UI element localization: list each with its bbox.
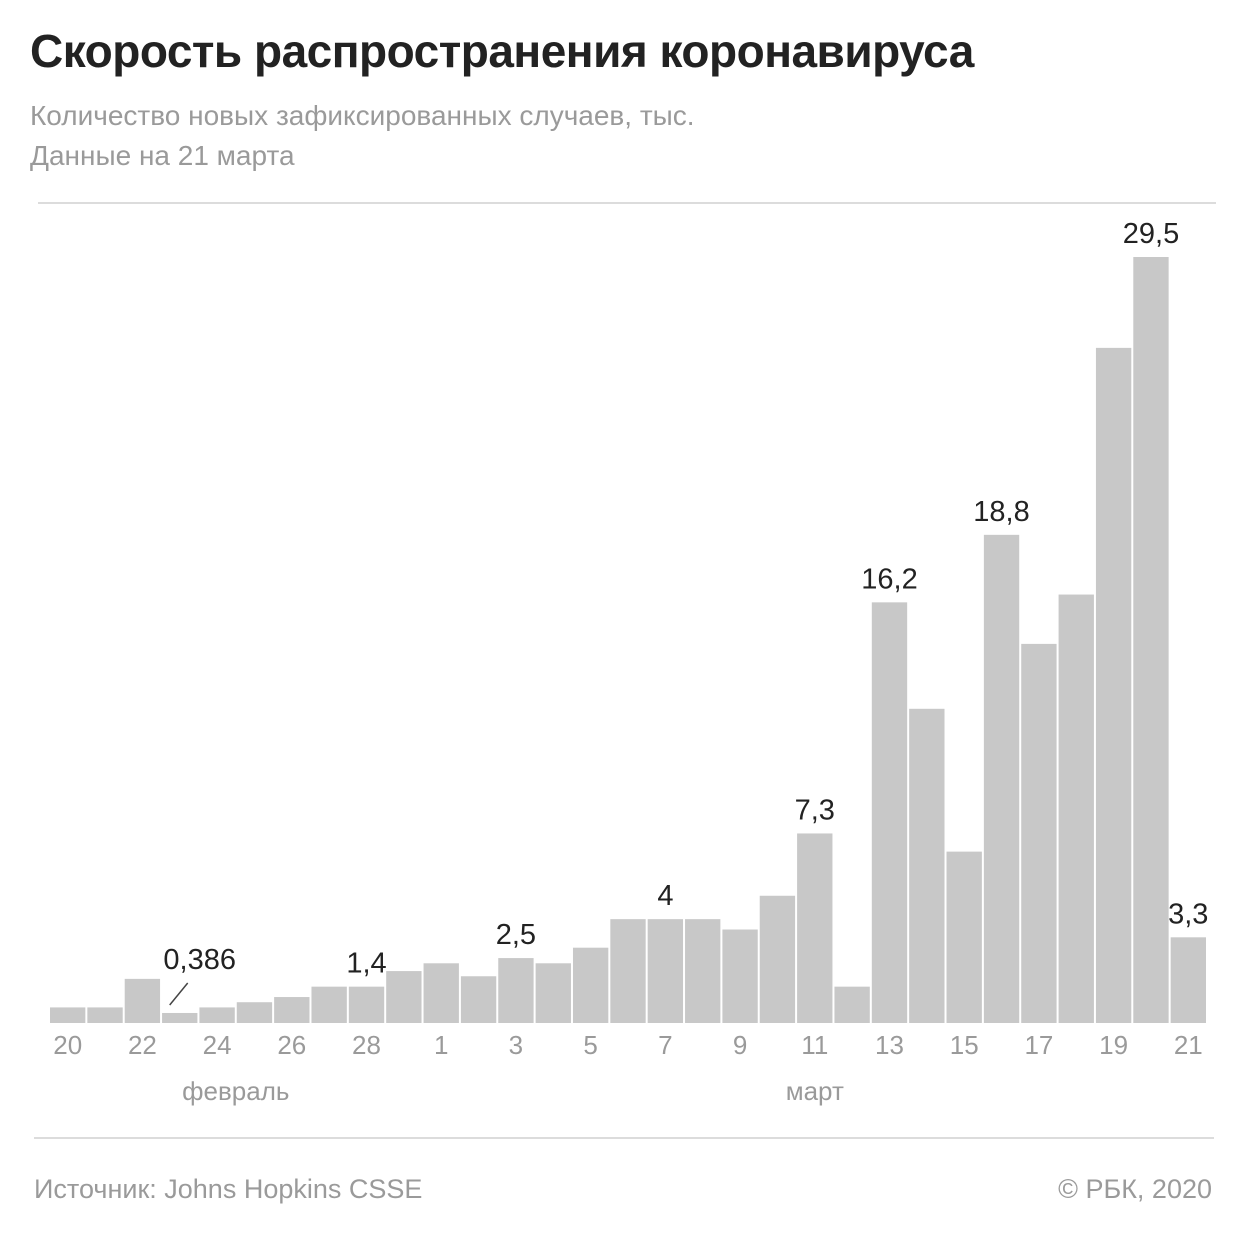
bar-2 xyxy=(87,1007,123,1023)
bar-23 xyxy=(871,602,908,1023)
x-tick-label: 1 xyxy=(434,1030,448,1060)
x-tick-label: 28 xyxy=(352,1030,381,1060)
data-label: 1,4 xyxy=(346,948,386,980)
copyright-note: © РБК, 2020 xyxy=(1058,1174,1212,1204)
bar-31 xyxy=(1170,937,1206,1023)
bottom-divider xyxy=(34,1137,1214,1139)
subtitle-line-date: Данные на 21 марта xyxy=(30,140,295,171)
data-label: 3,3 xyxy=(1168,898,1208,930)
x-tick-label: 20 xyxy=(53,1030,82,1060)
month-labels-group: февраль март xyxy=(182,1076,844,1106)
bar-1 xyxy=(50,1007,86,1023)
bar-29 xyxy=(1095,347,1132,1023)
month-label: февраль xyxy=(182,1076,289,1106)
bar-11 xyxy=(423,963,459,1023)
bar-17 xyxy=(647,919,684,1023)
bar-8 xyxy=(311,986,347,1023)
bars-group xyxy=(50,257,1206,1023)
data-labels-group: 0,386 1,4 2,5 4 7,3 16,2 18,8 29,5 3,3 xyxy=(163,218,1208,980)
bar-12 xyxy=(460,976,497,1023)
data-label: 29,5 xyxy=(1123,218,1179,250)
top-divider xyxy=(38,202,1216,204)
bar-9 xyxy=(348,986,385,1023)
bar-7 xyxy=(274,997,310,1023)
subtitle-line-units: Количество новых зафиксированных случаев… xyxy=(30,100,695,131)
bar-22 xyxy=(834,986,870,1023)
data-label: 2,5 xyxy=(496,919,536,951)
bar-18 xyxy=(685,919,721,1023)
x-tick-label: 22 xyxy=(128,1030,157,1060)
bar-19 xyxy=(722,929,758,1023)
bar-14 xyxy=(535,963,571,1023)
data-label: 18,8 xyxy=(973,496,1029,528)
bar-5 xyxy=(199,1007,235,1023)
bar-4 xyxy=(162,1012,198,1023)
x-tick-label: 15 xyxy=(950,1030,979,1060)
chart-title: Скорость распространения коронавируса xyxy=(30,25,974,77)
x-tick-label: 19 xyxy=(1099,1030,1128,1060)
bar-20 xyxy=(759,895,796,1023)
x-tick-label: 26 xyxy=(277,1030,306,1060)
bar-16 xyxy=(610,919,646,1023)
data-label: 7,3 xyxy=(795,794,835,826)
leader-line xyxy=(169,982,189,1006)
data-label: 16,2 xyxy=(861,563,917,595)
bar-26 xyxy=(983,534,1020,1023)
bar-13 xyxy=(498,958,534,1023)
x-tick-label: 3 xyxy=(509,1030,523,1060)
bar-27 xyxy=(1021,643,1057,1023)
x-tick-label: 5 xyxy=(583,1030,597,1060)
bar-25 xyxy=(946,851,982,1023)
bar-21 xyxy=(797,833,833,1023)
bar-28 xyxy=(1058,594,1094,1023)
bar-24 xyxy=(909,708,945,1023)
bar-10 xyxy=(386,971,422,1023)
source-note: Источник: Johns Hopkins CSSE xyxy=(34,1174,423,1204)
bar-30 xyxy=(1133,257,1169,1023)
x-tick-label: 17 xyxy=(1024,1030,1053,1060)
x-tick-label: 11 xyxy=(801,1030,828,1060)
bar-3 xyxy=(124,978,161,1023)
month-label: март xyxy=(786,1076,844,1106)
x-tick-label: 24 xyxy=(203,1030,232,1060)
data-label: 4 xyxy=(657,880,673,912)
bar-15 xyxy=(572,947,609,1023)
x-axis-ticks-group: 20 22 24 26 28 1 3 5 7 9 11 13 15 17 19 21 xyxy=(53,1030,1203,1060)
x-tick-label: 21 xyxy=(1174,1030,1203,1060)
x-tick-label: 7 xyxy=(658,1030,672,1060)
data-label: 0,386 xyxy=(163,944,236,976)
bar-6 xyxy=(236,1002,273,1023)
leader-lines-group xyxy=(169,982,189,1006)
chart-subtitle: Количество новых зафиксированных случаев… xyxy=(30,96,695,176)
x-tick-label: 13 xyxy=(875,1030,904,1060)
x-tick-label: 9 xyxy=(733,1030,747,1060)
